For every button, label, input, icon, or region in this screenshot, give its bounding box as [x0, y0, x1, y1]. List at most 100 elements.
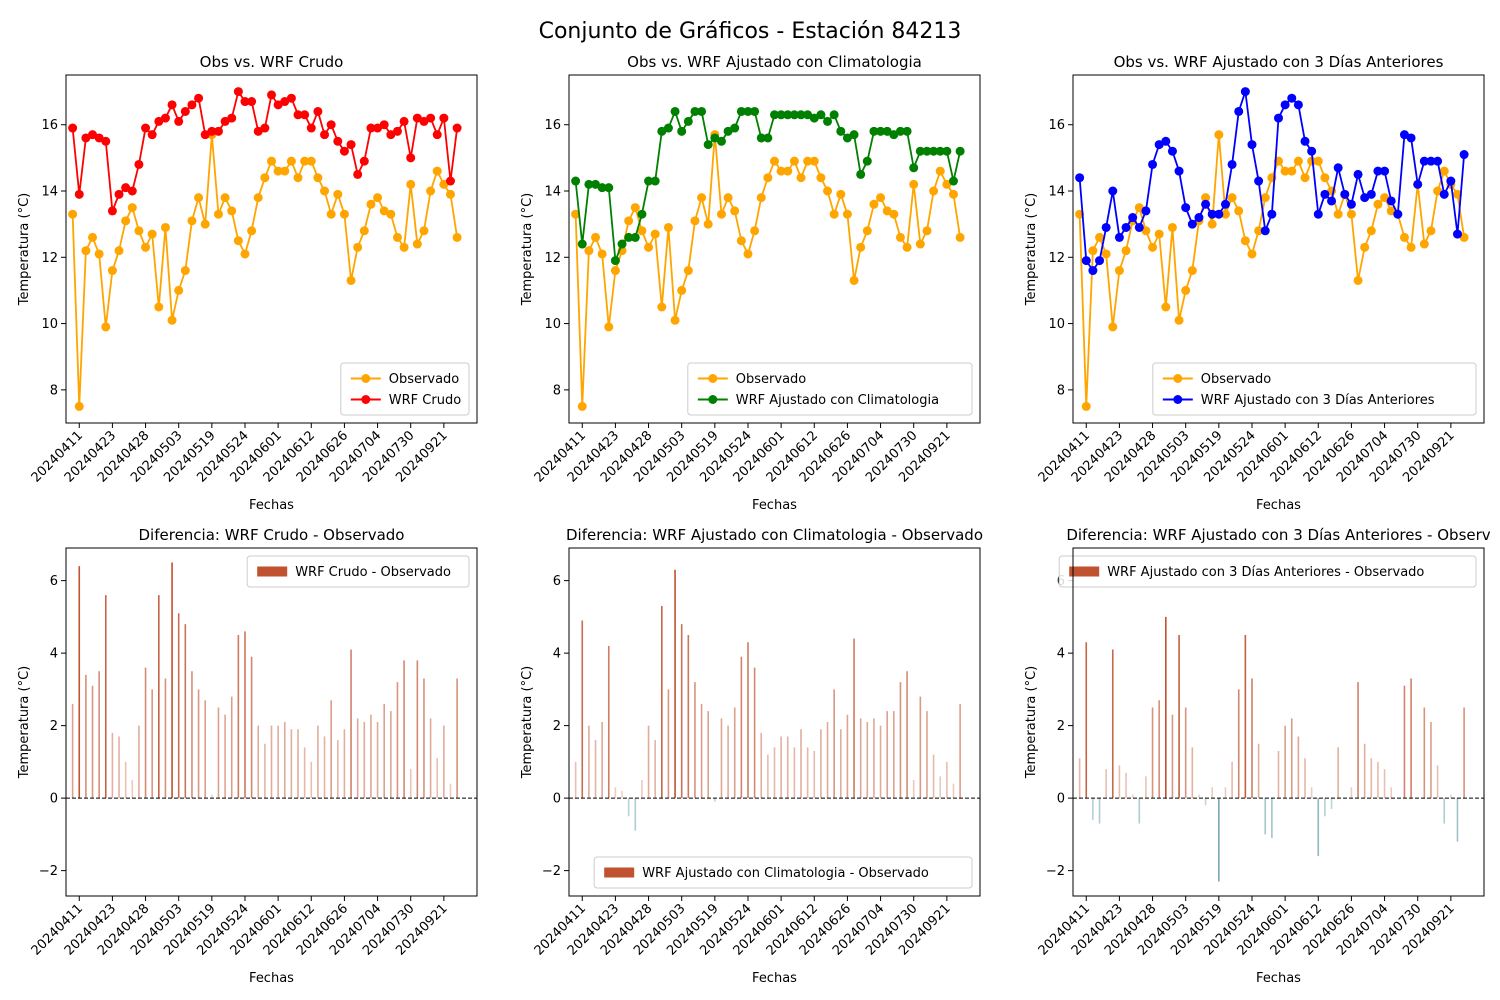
data-point [1207, 209, 1217, 219]
legend-box [1058, 555, 1477, 588]
data-point [1240, 236, 1250, 246]
panel-4-title: Diferencia: WRF Crudo - Observado [139, 526, 405, 544]
bar [1456, 798, 1459, 842]
bar [1145, 776, 1147, 799]
data-point [617, 239, 627, 249]
data-point [1075, 173, 1085, 183]
data-point [253, 126, 263, 136]
bar [1324, 798, 1326, 817]
data-point [1399, 130, 1409, 140]
bar [727, 725, 729, 799]
data-point [366, 123, 376, 133]
data-point [663, 123, 673, 133]
bar [952, 783, 955, 799]
bar [899, 682, 902, 799]
data-point [213, 209, 223, 219]
bar [1257, 743, 1260, 799]
data-point [134, 159, 144, 169]
data-point [597, 183, 607, 193]
legend-swatch [604, 867, 635, 878]
bar [449, 783, 452, 799]
bar [1211, 787, 1214, 799]
bar [270, 725, 273, 799]
data-point [723, 126, 733, 136]
data-point [419, 226, 429, 236]
data-point [1399, 232, 1409, 242]
data-point [1419, 239, 1429, 249]
data-point [439, 179, 449, 189]
data-point [445, 189, 455, 199]
panel-4-ylabel: Temperatura (°C) [17, 666, 32, 779]
y-tick-label: 0 [553, 792, 561, 807]
data-point [213, 126, 223, 136]
data-point [809, 113, 819, 123]
panel-1-legend: Observado WRF Crudo [340, 362, 470, 416]
data-point [1114, 232, 1124, 242]
bar [733, 707, 736, 799]
bar [283, 722, 286, 799]
bar [323, 736, 326, 799]
data-point [101, 322, 111, 332]
legend-marker [708, 395, 718, 404]
bar [1231, 761, 1233, 799]
bar [217, 707, 220, 799]
data-point [1121, 222, 1131, 232]
data-point [306, 123, 316, 133]
data-point [200, 219, 210, 229]
bar [873, 718, 875, 799]
data-point [1220, 199, 1230, 209]
data-point [81, 246, 91, 256]
data-point [683, 266, 693, 276]
data-point [399, 242, 409, 252]
data-point [955, 232, 965, 242]
data-point [194, 93, 204, 103]
data-point [610, 256, 620, 266]
data-point [584, 179, 594, 189]
bar [1224, 787, 1227, 799]
data-point [836, 126, 846, 136]
data-point [1313, 156, 1323, 166]
panel-1-title: Obs vs. WRF Crudo [200, 53, 344, 71]
panel-6-legend: WRF Ajustado con 3 Días Anteriores - Obs… [1058, 555, 1477, 588]
bar [277, 725, 279, 799]
data-point [796, 173, 806, 183]
y-tick-label: 8 [50, 383, 58, 398]
bar [429, 718, 432, 799]
data-point [426, 113, 436, 123]
data-point [763, 173, 773, 183]
bar [1092, 798, 1094, 820]
data-point [571, 209, 581, 219]
data-point [577, 401, 587, 411]
bar [1436, 765, 1439, 799]
data-point [141, 242, 151, 252]
data-point [1095, 256, 1105, 266]
data-point [114, 189, 124, 199]
data-point [697, 193, 707, 203]
bar [1111, 649, 1114, 799]
bar [687, 635, 690, 799]
data-point [227, 113, 237, 123]
data-point [154, 302, 164, 312]
panel-2-ylabel: Temperatura (°C) [520, 193, 535, 306]
bar [151, 689, 153, 799]
data-point [1181, 203, 1191, 213]
bar [1390, 787, 1392, 799]
legend-label: WRF Ajustado con 3 Días Anteriores [1201, 393, 1435, 408]
data-point [233, 87, 243, 97]
data-point [147, 130, 157, 140]
y-tick-label: 14 [544, 185, 561, 200]
data-point [1300, 173, 1310, 183]
bar [85, 674, 87, 799]
data-point [935, 146, 945, 156]
data-point [1161, 136, 1171, 146]
bar [800, 729, 802, 799]
data-point [1234, 106, 1244, 116]
bar [853, 638, 855, 799]
data-point [68, 209, 78, 219]
data-point [889, 209, 899, 219]
data-point [373, 123, 383, 133]
data-point [121, 183, 131, 193]
data-point [1088, 266, 1098, 276]
data-point [610, 266, 620, 276]
bar [211, 794, 213, 799]
